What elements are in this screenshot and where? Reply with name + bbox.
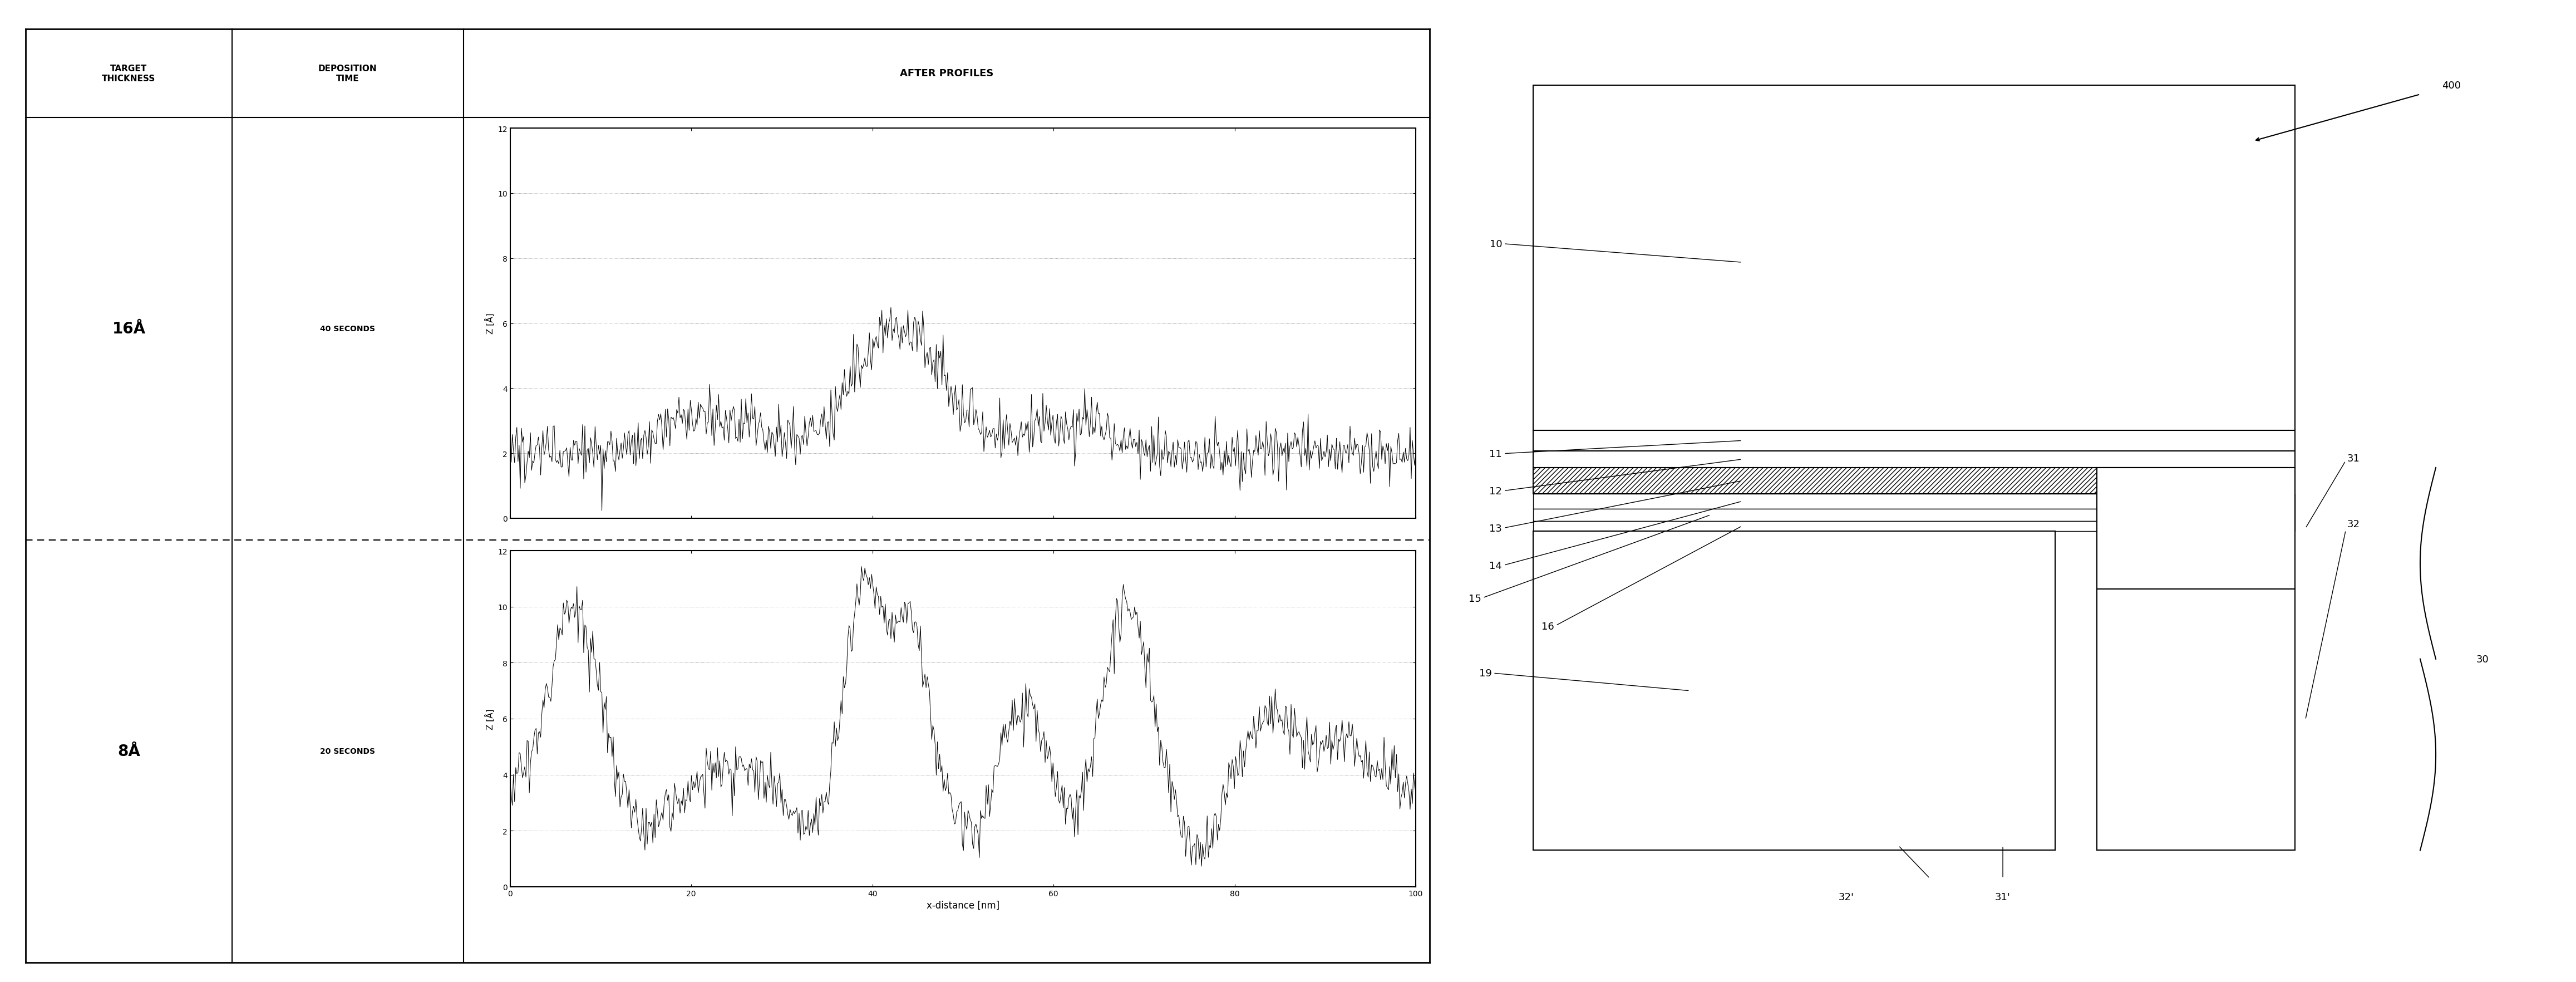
Bar [1533,509,2295,521]
Text: 10: 10 [1489,239,1741,262]
Text: 19: 19 [1479,668,1687,690]
Text: TARGET
THICKNESS: TARGET THICKNESS [103,65,155,82]
Y-axis label: Z [Å]: Z [Å] [484,313,495,334]
Bar [1533,531,2056,850]
Text: 11: 11 [1489,441,1741,459]
Bar [1533,521,2295,531]
X-axis label: x-distance [nm]: x-distance [nm] [927,900,999,910]
Text: 40 SECONDS: 40 SECONDS [319,325,376,333]
Text: 16: 16 [1540,527,1741,631]
Text: AFTER PROFILES: AFTER PROFILES [899,69,994,79]
Text: 31: 31 [2306,454,2360,527]
Text: 13: 13 [1489,481,1741,533]
Y-axis label: Z [Å]: Z [Å] [484,708,495,730]
Text: 15: 15 [1468,516,1710,604]
Text: 32: 32 [2306,518,2360,718]
Text: 400: 400 [2442,81,2460,90]
Text: DEPOSITION
TIME: DEPOSITION TIME [319,65,376,82]
Text: 31': 31' [1994,892,2012,902]
Text: 32': 32' [1839,892,1855,902]
Text: 30: 30 [2476,654,2488,664]
Bar [2097,468,2295,589]
Bar [2097,589,2295,850]
Bar [1533,85,2295,430]
Bar [1533,430,2295,451]
Bar [1533,451,2295,468]
Text: 16Å: 16Å [113,321,144,337]
Bar [1533,494,2295,509]
Text: 8Å: 8Å [118,743,139,759]
Text: 20 SECONDS: 20 SECONDS [319,747,376,755]
Bar [1533,468,2295,494]
Text: 14: 14 [1489,502,1741,571]
Text: 12: 12 [1489,460,1741,496]
